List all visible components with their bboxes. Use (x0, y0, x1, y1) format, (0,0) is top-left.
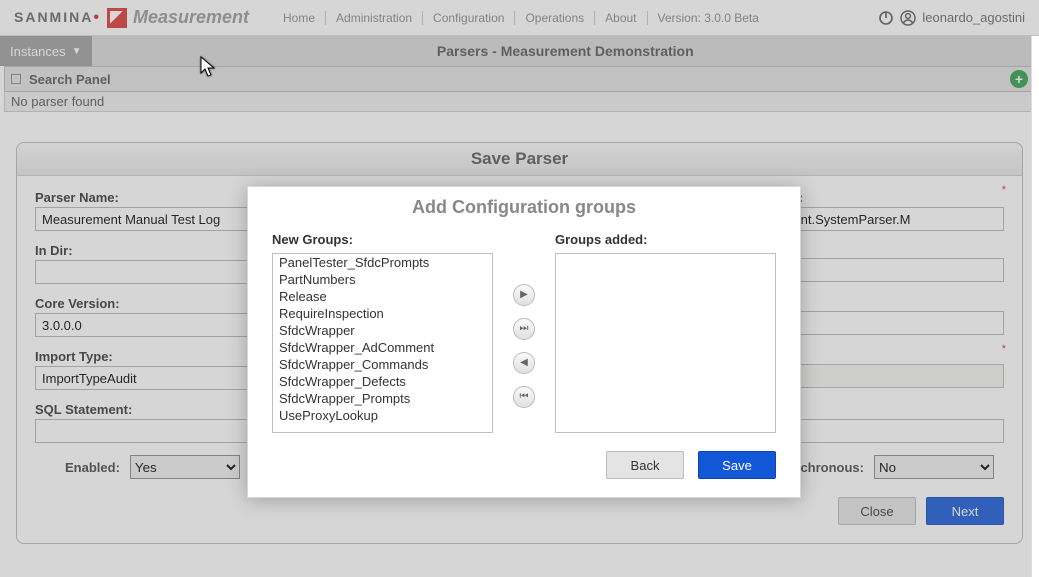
list-item[interactable]: SfdcWrapper_Prompts (273, 390, 492, 407)
nav-about[interactable]: About (595, 11, 647, 25)
modal-title: Add Configuration groups (248, 187, 800, 232)
enabled-select[interactable]: Yes (130, 455, 240, 479)
back-button[interactable]: Back (606, 451, 684, 479)
user-icon[interactable] (900, 10, 916, 26)
top-header: SANMINA• Measurement Home Administration… (0, 0, 1039, 36)
synchronous-label: nchronous: (793, 460, 865, 475)
new-groups-label: New Groups: (272, 232, 493, 247)
page-right-edge (1031, 36, 1039, 577)
move-right-icon[interactable]: ▶ (513, 284, 535, 306)
list-item[interactable]: SfdcWrapper_AdComment (273, 339, 492, 356)
brand-logo-icon (107, 8, 127, 28)
list-item[interactable]: PanelTester_SfdcPrompts (273, 254, 492, 271)
move-all-left-icon[interactable]: ⏮ (513, 386, 535, 408)
save-parser-title: Save Parser (17, 143, 1022, 176)
brand-sanmina: SANMINA• (14, 9, 101, 27)
power-icon[interactable] (878, 10, 894, 26)
tab-bar: Instances ▼ Parsers - Measurement Demons… (0, 36, 1039, 66)
list-item[interactable]: RequireInspection (273, 305, 492, 322)
next-button[interactable]: Next (926, 497, 1004, 525)
list-item[interactable]: SfdcWrapper (273, 322, 492, 339)
synchronous-select[interactable]: No (874, 455, 994, 479)
groups-added-listbox[interactable] (555, 253, 776, 433)
nav-configuration[interactable]: Configuration (423, 11, 515, 25)
nav-administration[interactable]: Administration (326, 11, 423, 25)
save-button[interactable]: Save (698, 451, 776, 479)
list-item[interactable]: SfdcWrapper_Commands (273, 356, 492, 373)
move-all-right-icon[interactable]: ⏭ (513, 318, 535, 340)
tab-instances-label: Instances (10, 44, 66, 59)
add-icon[interactable]: + (1010, 70, 1028, 88)
close-button[interactable]: Close (838, 497, 916, 525)
tab-instances[interactable]: Instances ▼ (0, 36, 92, 66)
collapse-icon[interactable] (11, 74, 21, 84)
list-item[interactable]: PartNumbers (273, 271, 492, 288)
search-panel-label: Search Panel (29, 72, 111, 87)
nav-home[interactable]: Home (273, 11, 326, 25)
brand-measurement: Measurement (133, 7, 249, 28)
page-title: Parsers - Measurement Demonstration (92, 43, 1039, 59)
add-config-groups-modal: Add Configuration groups New Groups: Pan… (247, 186, 801, 498)
username[interactable]: leonardo_agostini (922, 10, 1025, 25)
list-item[interactable]: Release (273, 288, 492, 305)
nav-version: Version: 3.0.0 Beta (648, 11, 769, 25)
groups-added-label: Groups added: (555, 232, 776, 247)
list-item[interactable]: UseProxyLookup (273, 407, 492, 424)
chevron-down-icon: ▼ (72, 46, 82, 57)
nav-operations[interactable]: Operations (515, 11, 595, 25)
new-groups-listbox[interactable]: PanelTester_SfdcPromptsPartNumbersReleas… (272, 253, 493, 433)
enabled-label: Enabled: (65, 460, 120, 475)
top-nav: Home Administration Configuration Operat… (273, 11, 769, 25)
list-item[interactable]: SfdcWrapper_Defects (273, 373, 492, 390)
search-panel-header[interactable]: Search Panel + (4, 66, 1035, 92)
no-parser-message: No parser found (4, 92, 1035, 112)
move-left-icon[interactable]: ◀ (513, 352, 535, 374)
